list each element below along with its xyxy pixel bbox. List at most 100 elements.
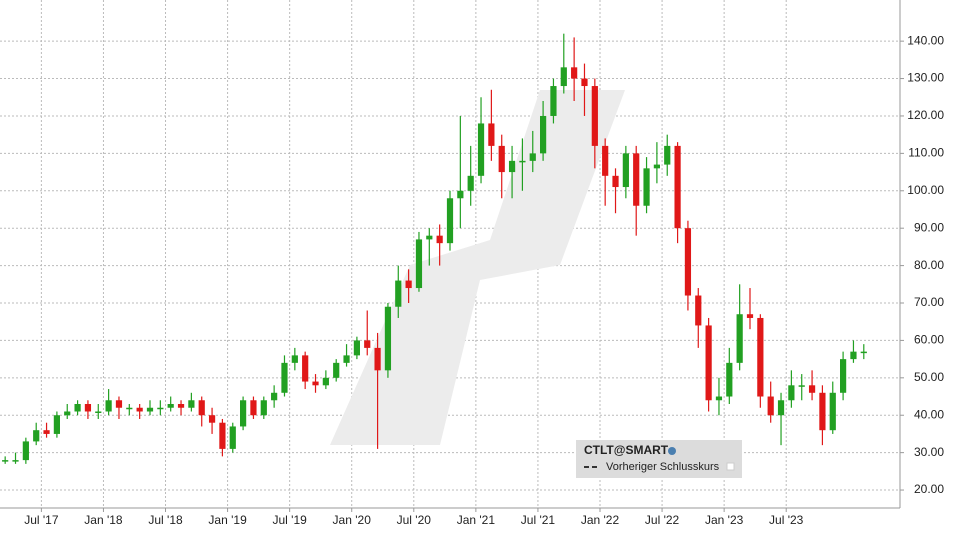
candle-body: [695, 295, 702, 326]
candle-body: [260, 400, 267, 416]
candle-body: [95, 411, 102, 413]
y-tick-label: 60.00: [914, 333, 944, 347]
candle-body: [281, 362, 288, 393]
candles: [2, 33, 867, 464]
candle-body: [208, 415, 216, 423]
x-tick-label: Jul '19: [272, 513, 307, 527]
y-tick-label: 110.00: [908, 146, 944, 160]
x-tick-label: Jul '20: [397, 513, 432, 527]
candle-body: [643, 168, 650, 206]
x-tick-label: Jul '17: [24, 513, 59, 527]
candle-body: [860, 351, 867, 354]
x-tick-label: Jan '21: [457, 513, 496, 527]
y-tick-label: 30.00: [914, 445, 944, 459]
candle-body: [467, 175, 474, 191]
candle-body: [105, 400, 112, 412]
candle-body: [477, 123, 485, 176]
candle-body: [364, 340, 371, 348]
x-tick-label: Jul '23: [769, 513, 804, 527]
candle-body: [715, 396, 723, 401]
legend-checkbox[interactable]: [726, 462, 735, 471]
candle-body: [571, 67, 578, 79]
candle-body: [519, 160, 526, 163]
candle-body: [312, 381, 319, 386]
candle-body: [612, 175, 619, 188]
candle-body: [167, 404, 174, 408]
candle-body: [767, 396, 774, 416]
candle-body: [798, 385, 805, 387]
candle-body: [405, 280, 412, 289]
candle-body: [550, 86, 557, 116]
candle-body: [591, 86, 598, 146]
candle-body: [64, 411, 71, 416]
candle-body: [115, 400, 123, 408]
legend-symbol: CTLT@SMART: [584, 443, 669, 457]
candle-body: [746, 314, 754, 318]
candle-body: [384, 306, 392, 371]
x-tick-label: Jan '20: [333, 513, 372, 527]
x-tick-label: Jul '22: [645, 513, 680, 527]
candle-body: [415, 239, 423, 289]
watermark: [330, 90, 625, 445]
candle-body: [664, 145, 671, 165]
y-tick-label: 100.00: [907, 183, 944, 197]
candle-body: [488, 123, 495, 146]
candle-body: [84, 404, 92, 412]
candle-body: [33, 430, 40, 442]
candle-body: [188, 400, 195, 408]
x-tick-label: Jan '22: [581, 513, 620, 527]
candle-body: [653, 164, 660, 169]
legend-box: [576, 440, 742, 478]
candle-body: [136, 407, 143, 412]
y-tick-label: 140.00: [907, 33, 944, 47]
candle-body: [250, 400, 257, 416]
candle-body: [12, 460, 19, 462]
candle-body: [302, 355, 309, 382]
candle-body: [633, 153, 640, 206]
candle-body: [508, 160, 516, 173]
candle-body: [705, 325, 712, 401]
candle-body: [126, 407, 133, 410]
candle-body: [529, 153, 536, 161]
candle-body: [840, 359, 847, 393]
candle-body: [457, 190, 464, 199]
candle-body: [808, 385, 816, 393]
candle-body: [426, 235, 433, 240]
candle-body: [343, 355, 350, 363]
y-tick-label: 40.00: [914, 407, 944, 421]
tick-labels: 20.00 30.00 40.00 50.00 60.00 70.00 80.00 90.00…: [24, 33, 944, 527]
y-tick-label: 90.00: [914, 220, 944, 234]
legend-icon: [668, 447, 676, 455]
candle-body: [819, 392, 826, 431]
candle-body: [374, 347, 381, 371]
candle-body: [622, 153, 629, 188]
y-tick-label: 20.00: [914, 482, 944, 496]
candle-body: [229, 426, 236, 449]
candle-body: [2, 460, 9, 462]
y-tick-label: 70.00: [914, 295, 944, 309]
candle-body: [540, 115, 547, 154]
candle-body: [395, 280, 402, 307]
candle-body: [157, 407, 164, 410]
candle-body: [684, 228, 692, 296]
candle-body: [736, 314, 743, 363]
candle-body: [674, 145, 681, 229]
legend-previous-close: Vorheriger Schlusskurs: [606, 461, 720, 473]
candle-body: [177, 404, 185, 408]
y-tick-label: 50.00: [914, 370, 944, 384]
x-tick-label: Jan '18: [84, 513, 123, 527]
candle-body: [271, 392, 278, 401]
candle-body: [436, 235, 443, 244]
candle-body: [53, 415, 60, 434]
legend: CTLT@SMART Vorheriger Schlusskurs: [576, 440, 742, 478]
candle-body: [322, 377, 329, 386]
candle-body: [43, 430, 50, 434]
candle-body: [757, 317, 764, 397]
candle-body: [498, 145, 505, 173]
candle-body: [291, 355, 298, 363]
candle-body: [560, 67, 567, 87]
candle-body: [74, 404, 81, 412]
x-tick-label: Jan '23: [705, 513, 744, 527]
candle-body: [240, 400, 247, 427]
